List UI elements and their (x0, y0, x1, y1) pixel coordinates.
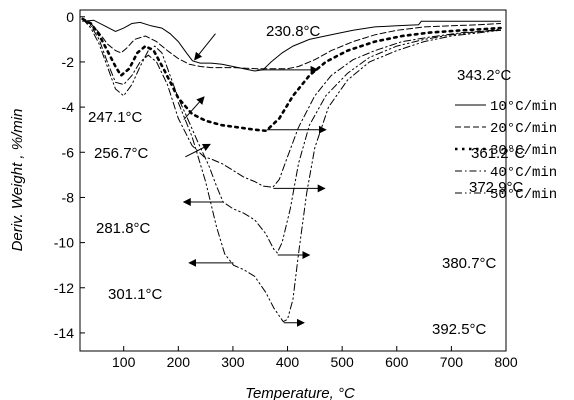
y-tick-label: -6 (62, 144, 75, 160)
annotation-label: 392.5°C (432, 321, 487, 338)
annotation-arrow (185, 143, 211, 158)
annotation-label: 372.9°C (469, 179, 524, 196)
y-tick-label: 0 (66, 9, 74, 25)
annotation-label: 343.2°C (457, 67, 512, 84)
legend-label: 10°C/min (490, 99, 557, 115)
annotation-label: 256.7°C (94, 145, 149, 162)
annotation-label: 301.1°C (108, 286, 163, 303)
y-axis-title: Deriv. Weight , %/min (9, 109, 26, 252)
x-tick-label: 800 (494, 354, 518, 370)
annotation-label: 380.7°C (442, 255, 497, 272)
axis-ticks: 100 200 300 400 500 600 700 800 0 -2 -4 -6 -8 -10 -12 -… (54, 9, 518, 370)
series-line-1 (82, 19, 501, 72)
x-tick-label: 500 (330, 354, 354, 370)
y-tick-label: -12 (54, 280, 74, 296)
peak-annotations: 230.8°C343.2°C247.1°C361.2°C256.7°C372.9… (88, 23, 526, 338)
annotation-arrow (194, 33, 216, 61)
x-tick-label: 600 (385, 354, 409, 370)
legend-label: 40°C/min (490, 165, 557, 181)
series-line-5 (82, 18, 501, 254)
series-line-3 (81, 17, 502, 133)
x-tick-label: 100 (112, 354, 136, 370)
x-tick-label: 200 (167, 354, 191, 370)
legend-label: 20°C/min (490, 121, 557, 137)
x-axis-title: Temperature, °C (245, 385, 355, 400)
y-tick-label: -8 (62, 189, 75, 205)
y-tick-label: -4 (62, 99, 75, 115)
x-tick-label: 700 (440, 354, 464, 370)
annotation-label: 281.8°C (96, 220, 151, 237)
x-tick-label: 400 (276, 354, 300, 370)
series-line-6 (177, 29, 501, 323)
legend-label: 30°C/min (490, 143, 557, 159)
y-tick-label: -14 (54, 325, 74, 341)
series-line-2 (82, 18, 501, 70)
y-tick-label: -10 (54, 235, 74, 251)
series-line-4 (82, 18, 501, 188)
annotation-label: 230.8°C (266, 23, 321, 40)
annotation-arrow (183, 96, 205, 120)
legend-label: 50°C/min (490, 187, 557, 203)
y-tick-label: -2 (62, 54, 75, 70)
series-lines (81, 17, 502, 323)
annotation-label: 247.1°C (88, 109, 143, 126)
x-tick-label: 300 (221, 354, 245, 370)
plot-frame (79, 9, 507, 352)
legend: 10°C/min 20°C/min 30°C/min 40°C/min 50°C/min (455, 99, 557, 203)
